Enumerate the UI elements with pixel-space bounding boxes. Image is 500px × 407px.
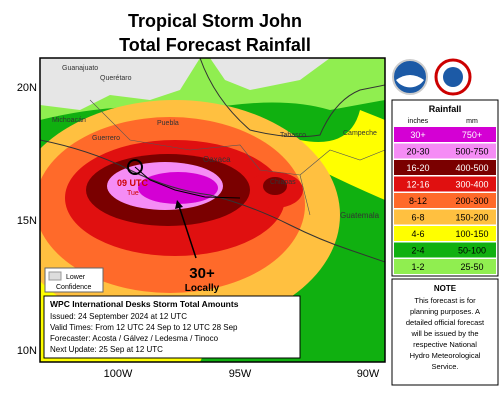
annotation-amount: 30+ bbox=[189, 265, 215, 282]
note-line: respective National bbox=[413, 340, 477, 349]
lon-label: 95W bbox=[229, 368, 252, 380]
confidence-swatch bbox=[48, 271, 62, 281]
lon-label: 100W bbox=[104, 368, 133, 380]
place: Oaxaca bbox=[203, 155, 231, 164]
legend-unit: mm bbox=[466, 118, 478, 125]
place: Michoacán bbox=[52, 117, 86, 124]
legend-mm: 300-400 bbox=[455, 180, 488, 190]
legend-swatch bbox=[394, 143, 496, 159]
info-line: Forecaster: Acosta / Gálvez / Ledesma / … bbox=[50, 334, 219, 343]
shade bbox=[138, 172, 218, 204]
confidence-text: Confidence bbox=[56, 284, 92, 291]
place: Tabasco bbox=[280, 132, 306, 139]
legend-swatch bbox=[394, 176, 496, 192]
place: Guerrero bbox=[92, 135, 120, 142]
legend-inches: 8-12 bbox=[409, 196, 427, 206]
note-line: This forecast is for bbox=[414, 296, 476, 305]
place: Guanajuato bbox=[62, 65, 98, 72]
nws-logo-center bbox=[443, 67, 463, 87]
legend-inches: 16-20 bbox=[406, 163, 429, 173]
legend-inches: 30+ bbox=[410, 130, 425, 140]
confidence-legend: Lower Confidence bbox=[44, 267, 104, 293]
info-box: WPC International Desks Storm Total Amou… bbox=[43, 295, 301, 359]
lat-label: 10N bbox=[17, 345, 37, 357]
place: Puebla bbox=[157, 120, 179, 127]
subtitle: Total Forecast Rainfall bbox=[119, 35, 311, 55]
note-line: Hydro Meteorological bbox=[410, 351, 481, 360]
storm-track bbox=[134, 166, 241, 199]
place: Querétaro bbox=[100, 75, 132, 82]
legend-swatch bbox=[394, 242, 496, 258]
shade bbox=[263, 177, 287, 195]
legend-mm: 200-300 bbox=[455, 196, 488, 206]
dry-land bbox=[40, 58, 200, 110]
dry-land bbox=[210, 58, 330, 90]
info-line: Valid Times: From 12 UTC 24 Sep to 12 UT… bbox=[50, 323, 238, 332]
map-frame bbox=[39, 57, 386, 363]
place: Guatemala bbox=[340, 211, 380, 220]
legend-mm: 150-200 bbox=[455, 213, 488, 223]
note-line: Service. bbox=[431, 362, 458, 371]
storm-time: 09 UTC bbox=[117, 178, 149, 188]
note-title: NOTE bbox=[434, 284, 457, 293]
place: Campeche bbox=[343, 130, 377, 137]
legend-swatch bbox=[394, 226, 496, 241]
lat-label: 15N bbox=[17, 215, 37, 227]
legend-mm: 25-50 bbox=[460, 262, 483, 272]
noaa-logo-wave bbox=[396, 75, 424, 88]
coastline bbox=[40, 139, 385, 263]
lon-label: 90W bbox=[357, 368, 380, 380]
legend-swatch bbox=[394, 259, 496, 274]
info-line: Next Update: 25 Sep at 12 UTC bbox=[50, 345, 163, 354]
legend-swatch bbox=[394, 160, 496, 175]
legend-mm: 750+ bbox=[462, 130, 482, 140]
legend-swatch bbox=[394, 127, 496, 142]
arrow-head bbox=[175, 200, 183, 209]
legend-unit: inches bbox=[408, 118, 429, 125]
coastline bbox=[199, 58, 385, 138]
info-frame bbox=[43, 295, 301, 359]
note-frame bbox=[391, 278, 499, 386]
rainfall-legend: Rainfall inches mm 30+ 750+ 20-30 500-750 16… bbox=[391, 99, 499, 277]
note-line: planning purposes. A bbox=[410, 307, 480, 316]
storm-marker: 09 UTC Tue bbox=[117, 159, 241, 199]
note-box: NOTE This forecast is for planning purpos… bbox=[391, 278, 499, 386]
storm-day: Tue bbox=[127, 190, 139, 197]
map bbox=[40, 58, 385, 362]
legend-inches: 2-4 bbox=[411, 246, 424, 256]
shade bbox=[300, 110, 385, 200]
legend-title: Rainfall bbox=[429, 104, 462, 114]
axis-labels: 20N 15N 10N 100W 95W 90W bbox=[17, 82, 380, 380]
note-line: detailed official forecast bbox=[406, 318, 485, 327]
place: Chiapas bbox=[270, 179, 296, 186]
annotation-note: Locally bbox=[185, 283, 220, 294]
place-labels: Guanajuato Querétaro Michoacán Puebla Gu… bbox=[52, 65, 380, 220]
logos bbox=[392, 58, 472, 96]
legend-mm: 400-500 bbox=[455, 163, 488, 173]
note-line: will be issued by the bbox=[410, 329, 478, 338]
legend-mm: 50-100 bbox=[458, 246, 486, 256]
legend-swatch bbox=[394, 209, 496, 225]
annotation: 30+ Locally bbox=[175, 200, 220, 294]
legend-inches: 1-2 bbox=[411, 262, 424, 272]
confidence-text: Lower bbox=[66, 274, 86, 281]
border bbox=[89, 99, 385, 216]
arrow bbox=[178, 205, 197, 259]
legend-swatch bbox=[394, 193, 496, 208]
info-title: WPC International Desks Storm Total Amou… bbox=[50, 299, 239, 309]
storm-position bbox=[127, 159, 143, 175]
title: Tropical Storm John bbox=[128, 11, 302, 31]
legend-inches: 6-8 bbox=[411, 213, 424, 223]
legend-mm: 100-150 bbox=[455, 229, 488, 239]
info-line: Issued: 24 September 2024 at 12 UTC bbox=[50, 312, 187, 321]
lat-label: 20N bbox=[17, 82, 37, 94]
legend-inches: 12-16 bbox=[406, 180, 429, 190]
legend-inches: 4-6 bbox=[411, 229, 424, 239]
legend-inches: 20-30 bbox=[406, 147, 429, 157]
legend-mm: 500-750 bbox=[455, 147, 488, 157]
